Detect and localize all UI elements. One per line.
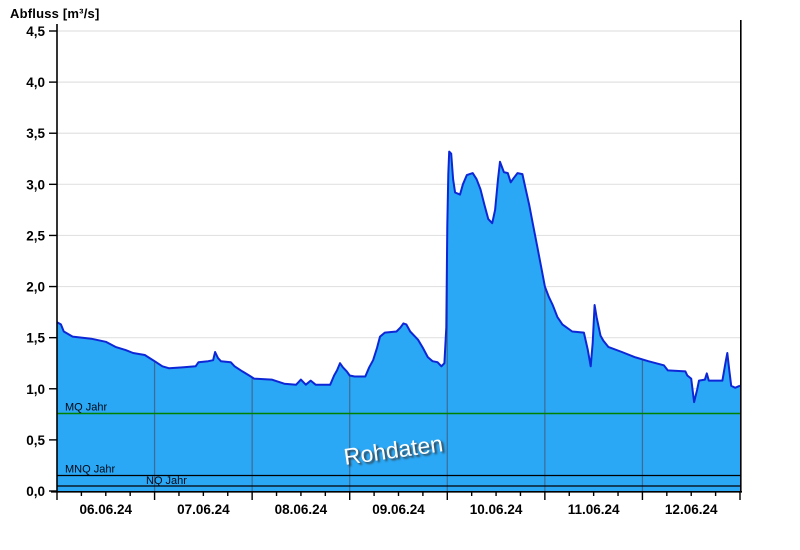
ref-label-mq-jahr: MQ Jahr bbox=[65, 402, 108, 414]
x-tick-label: 10.06.24 bbox=[470, 502, 523, 517]
y-tick-label: 1,0 bbox=[26, 382, 45, 397]
y-tick-label: 4,5 bbox=[26, 24, 45, 39]
discharge-line bbox=[56, 150, 741, 404]
x-tick-label: 11.06.24 bbox=[568, 502, 620, 517]
y-tick-label: 3,5 bbox=[26, 126, 45, 141]
chart-title: Abfluss [m³/s] bbox=[10, 6, 100, 21]
x-tick-label: 07.06.24 bbox=[177, 502, 230, 517]
ref-label-nq-jahr: NQ Jahr bbox=[146, 475, 187, 487]
y-tick-label: 3,0 bbox=[26, 177, 45, 192]
x-tick-label: 06.06.24 bbox=[80, 502, 133, 517]
y-tick-label: 0,0 bbox=[26, 484, 45, 499]
y-tick-label: 4,0 bbox=[26, 75, 45, 90]
x-tick-label: 09.06.24 bbox=[372, 502, 425, 517]
discharge-area-fill bbox=[57, 151, 740, 491]
y-tick-label: 2,5 bbox=[26, 228, 45, 243]
y-tick-label: 0,5 bbox=[26, 433, 45, 448]
x-tick-label: 08.06.24 bbox=[275, 502, 328, 517]
y-tick-label: 2,0 bbox=[26, 280, 45, 295]
x-tick-label: 12.06.24 bbox=[665, 502, 718, 517]
y-tick-label: 1,5 bbox=[26, 331, 45, 346]
ref-label-mnq-jahr: MNQ Jahr bbox=[65, 464, 115, 476]
